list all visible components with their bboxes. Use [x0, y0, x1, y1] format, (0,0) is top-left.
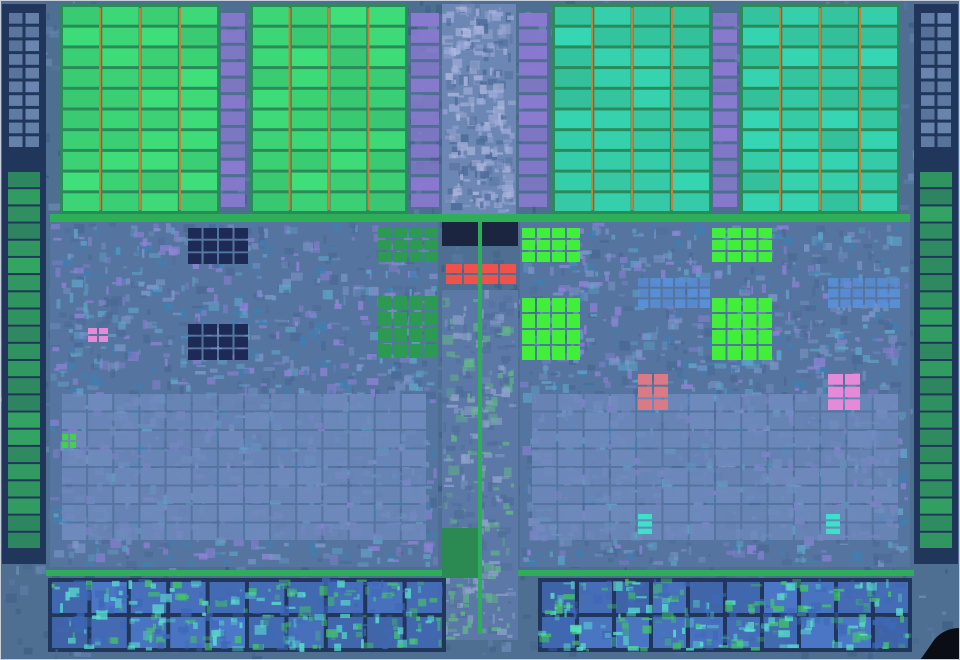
bright-green-block-4 — [712, 298, 772, 360]
vertical-spine-bus — [478, 214, 482, 634]
bright-green-block-3 — [712, 228, 772, 262]
cyan-cells-1 — [826, 514, 840, 534]
cache-bank-2-cells — [253, 7, 406, 211]
bright-green-block-2 — [522, 298, 580, 360]
memory-controller-row-1-detail — [51, 578, 443, 652]
right-io-pads-top — [921, 13, 951, 147]
pink-block-2 — [88, 328, 108, 342]
green-cells-1 — [62, 434, 76, 448]
dark-sram-block-1 — [188, 228, 248, 264]
cache-bank-1-cells — [63, 7, 218, 211]
cache-tag-column-4 — [713, 13, 737, 207]
left-io-pads-top — [9, 13, 39, 147]
blue-array-1 — [638, 278, 710, 308]
right-io-pads — [920, 172, 952, 548]
left-io-pads — [8, 172, 40, 548]
cache-tag-column-2 — [411, 13, 439, 207]
memory-controller-row-2-detail — [538, 578, 912, 652]
salmon-block-1 — [638, 374, 668, 410]
core-region-2-execution-units — [532, 394, 898, 540]
cache-bank-4-cells — [743, 7, 898, 211]
cache-bank-3-cells — [555, 7, 710, 211]
core-region-1-execution-units — [62, 394, 426, 540]
spine-green-block — [442, 528, 478, 578]
green-block-1 — [378, 228, 438, 262]
dark-sram-block-2 — [188, 324, 248, 360]
blue-array-2 — [828, 278, 900, 308]
bright-green-block-1 — [522, 228, 580, 262]
cache-tag-column-3 — [519, 13, 547, 207]
red-register-block — [446, 264, 516, 284]
center-spine-texture — [442, 4, 516, 213]
die-corner-notch — [920, 628, 960, 660]
center-spine-bottom-texture — [442, 290, 517, 640]
green-block-2 — [378, 296, 438, 358]
cache-tag-column-1 — [221, 13, 245, 207]
pink-block-1 — [828, 374, 860, 410]
cyan-cells-2 — [638, 514, 652, 534]
